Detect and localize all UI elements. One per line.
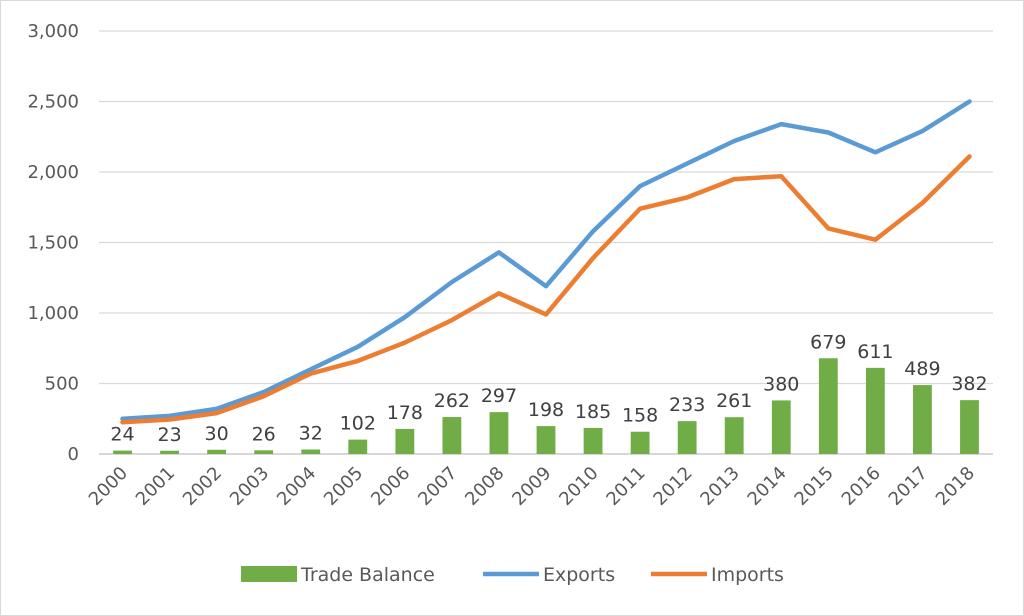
- bar-2008: [489, 412, 509, 454]
- data-label-2016: 611: [857, 341, 893, 363]
- x-axis-ticks: 2000 2001 2002 2003 2004 2005 2006 2007 2008 2009…: [85, 463, 979, 510]
- x-tick-label-2013: 2013: [697, 463, 744, 510]
- y-tick-label: 1,500: [27, 233, 79, 254]
- data-label-2000: 24: [110, 424, 134, 446]
- x-tick-label-2010: 2010: [555, 463, 602, 510]
- x-tick-label-2011: 2011: [602, 463, 649, 510]
- x-tick-label-2008: 2008: [461, 463, 508, 510]
- bar-data-labels: 24 23 30 26 32 102 178 262 297 198 185 158 233 261 380…: [110, 331, 987, 445]
- y-tick-label: 1,000: [27, 303, 79, 324]
- data-label-2002: 30: [205, 423, 229, 445]
- x-tick-label-2004: 2004: [273, 463, 320, 510]
- data-label-2006: 178: [387, 402, 423, 424]
- bar-2000: [113, 450, 132, 454]
- y-tick-label: 500: [45, 374, 79, 395]
- data-label-2018: 382: [951, 373, 987, 395]
- data-label-2014: 380: [763, 373, 799, 395]
- bar-2007: [442, 417, 462, 454]
- bar-2002: [207, 449, 227, 454]
- bar-2015: [818, 358, 838, 454]
- imports-line: [120, 154, 972, 425]
- data-label-2010: 185: [575, 401, 611, 423]
- x-tick-label-2000: 2000: [85, 463, 132, 510]
- bar-2017: [913, 385, 932, 454]
- data-label-2005: 102: [340, 413, 376, 435]
- y-tick-label: 3,000: [27, 21, 79, 42]
- x-tick-label-2009: 2009: [508, 463, 555, 510]
- bar-2003: [254, 450, 274, 454]
- bar-2004: [301, 449, 321, 454]
- bar-2016: [865, 367, 885, 454]
- data-label-2003: 26: [252, 423, 276, 445]
- data-label-2017: 489: [904, 358, 940, 380]
- exports-line: [120, 99, 972, 422]
- data-label-2007: 262: [434, 390, 470, 412]
- bar-2009: [536, 426, 556, 454]
- legend-label-exports: Exports: [543, 564, 615, 586]
- y-axis-ticks: 0 500 1,000 1,500 2,000 2,500 3,000: [27, 21, 79, 465]
- data-label-2015: 679: [810, 331, 846, 353]
- legend-swatch-trade-balance: [241, 566, 297, 582]
- data-label-2009: 198: [528, 399, 564, 421]
- x-tick-label-2017: 2017: [885, 463, 932, 510]
- x-tick-label-2016: 2016: [838, 463, 885, 510]
- data-label-2008: 297: [481, 385, 517, 407]
- x-tick-label-2003: 2003: [226, 463, 273, 510]
- y-tick-label: 2,000: [27, 162, 79, 183]
- x-tick-label-2014: 2014: [744, 463, 791, 510]
- data-label-2013: 261: [716, 390, 752, 412]
- legend: Trade Balance Exports Imports: [241, 564, 784, 586]
- legend-label-trade-balance: Trade Balance: [300, 564, 435, 586]
- bar-2014: [771, 400, 791, 454]
- data-label-2011: 158: [622, 405, 658, 427]
- y-tick-label: 0: [68, 444, 79, 465]
- grid-lines: [99, 30, 993, 455]
- x-tick-label-2001: 2001: [132, 463, 179, 510]
- x-tick-label-2005: 2005: [320, 463, 367, 510]
- x-tick-label-2012: 2012: [649, 463, 696, 510]
- trade-balance-bars: [113, 358, 979, 454]
- bar-2006: [395, 428, 415, 454]
- bar-2010: [583, 427, 603, 454]
- data-label-2001: 23: [157, 424, 181, 446]
- x-tick-label-2018: 2018: [932, 463, 979, 510]
- y-tick-label: 2,500: [27, 92, 79, 113]
- bar-2013: [724, 417, 744, 454]
- x-tick-label-2015: 2015: [791, 463, 838, 510]
- legend-label-imports: Imports: [711, 564, 784, 586]
- data-label-2012: 233: [669, 394, 705, 416]
- x-tick-label-2007: 2007: [414, 463, 461, 510]
- x-tick-label-2006: 2006: [367, 463, 414, 510]
- bar-2001: [160, 450, 179, 454]
- bar-2011: [630, 431, 650, 454]
- series-lines: [120, 99, 972, 425]
- x-tick-label-2002: 2002: [179, 463, 226, 510]
- bar-2012: [677, 421, 697, 454]
- data-label-2004: 32: [299, 422, 323, 444]
- bar-2018: [960, 400, 979, 454]
- bar-2005: [348, 439, 368, 454]
